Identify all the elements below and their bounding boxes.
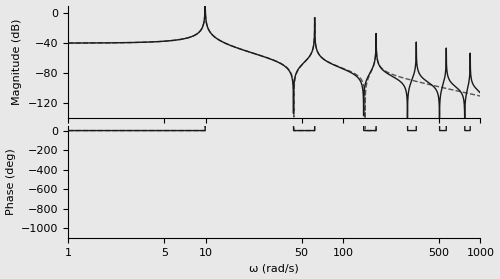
Y-axis label: Phase (deg): Phase (deg) — [6, 148, 16, 215]
X-axis label: ω (rad/s): ω (rad/s) — [250, 263, 299, 273]
Y-axis label: Magnitude (dB): Magnitude (dB) — [12, 19, 22, 105]
